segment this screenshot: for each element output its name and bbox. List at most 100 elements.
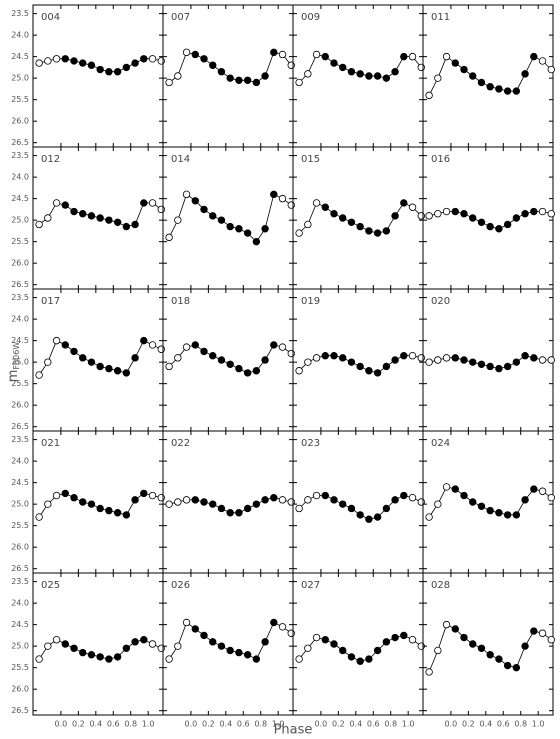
data-point <box>312 633 321 642</box>
data-point <box>425 212 433 220</box>
data-point <box>442 354 451 362</box>
panel-frame <box>292 572 424 716</box>
data-point <box>252 655 261 663</box>
data-point <box>434 356 442 364</box>
y-tick-label: 25.5 <box>11 237 29 246</box>
x-tick-label: 0.8 <box>514 720 527 729</box>
y-tick-label: 26.0 <box>11 117 29 126</box>
data-point <box>191 625 199 633</box>
data-point <box>521 642 529 650</box>
data-point <box>191 341 199 349</box>
data-point <box>70 644 78 653</box>
data-point <box>391 356 399 364</box>
data-point <box>330 351 338 360</box>
data-point <box>105 216 113 224</box>
data-point <box>538 356 547 364</box>
data-point <box>79 498 87 506</box>
data-point <box>209 638 217 646</box>
panel-title: 022 <box>171 438 190 449</box>
data-point <box>113 509 122 517</box>
data-point <box>252 78 261 87</box>
data-point <box>226 360 234 369</box>
y-tick-label: 25.0 <box>11 642 29 651</box>
data-point <box>460 356 468 364</box>
panel-frame <box>162 572 294 716</box>
data-point <box>165 78 173 87</box>
data-point <box>235 509 243 517</box>
data-point <box>113 653 122 661</box>
x-tick-label: 0.6 <box>497 720 510 729</box>
data-point <box>148 640 157 648</box>
data-point <box>52 491 61 500</box>
data-point <box>451 485 459 493</box>
data-point <box>434 74 442 82</box>
data-point <box>460 209 468 218</box>
data-point <box>191 50 199 59</box>
y-tick-label: 23.5 <box>11 577 29 586</box>
data-point <box>174 642 182 650</box>
data-point <box>235 364 243 373</box>
panel-title: 023 <box>301 438 320 449</box>
data-point <box>312 354 321 362</box>
y-tick-label: 23.5 <box>11 9 29 18</box>
y-tick-label: 26.5 <box>11 564 29 573</box>
data-point <box>521 70 529 78</box>
data-point <box>365 515 373 523</box>
panel-frame <box>32 430 164 574</box>
data-point <box>312 199 321 207</box>
data-point <box>330 59 338 67</box>
y-tick-label: 24.0 <box>11 599 29 608</box>
data-point <box>278 50 287 59</box>
data-point <box>87 500 96 508</box>
data-point <box>122 222 131 231</box>
panel-title: 027 <box>301 580 320 591</box>
data-point <box>408 203 417 211</box>
data-point <box>157 57 165 65</box>
panel-title: 018 <box>171 296 190 307</box>
data-point <box>165 500 173 508</box>
data-point <box>79 648 87 657</box>
data-point <box>408 635 417 644</box>
x-tick-label: 1.0 <box>142 720 155 729</box>
data-point <box>79 209 87 218</box>
data-point <box>469 214 477 222</box>
data-point <box>339 63 347 72</box>
panel-title: 028 <box>431 580 450 591</box>
data-point <box>96 214 104 222</box>
y-tick-label: 24.0 <box>11 457 29 466</box>
data-point <box>87 651 96 659</box>
data-point <box>382 504 391 513</box>
y-tick-label: 26.0 <box>11 259 29 268</box>
y-tick-label: 25.0 <box>11 358 29 367</box>
x-tick-label: 0.6 <box>367 720 380 729</box>
data-point <box>287 349 295 358</box>
data-point <box>512 511 521 519</box>
data-point <box>148 491 157 500</box>
panel-frame <box>292 146 424 290</box>
data-point <box>278 343 287 351</box>
y-tick-label: 25.0 <box>11 500 29 509</box>
data-point <box>182 190 191 199</box>
model-curve <box>168 193 292 243</box>
data-point <box>321 52 329 61</box>
panel-frame <box>32 288 164 432</box>
data-point <box>330 209 338 218</box>
y-tick-label: 26.0 <box>11 543 29 552</box>
data-point <box>356 657 364 665</box>
data-point <box>44 500 52 508</box>
data-point <box>417 63 425 72</box>
data-point <box>252 367 261 375</box>
data-point <box>209 212 217 220</box>
data-point <box>270 190 278 199</box>
data-point <box>339 646 347 655</box>
data-point <box>140 55 148 63</box>
y-tick-label: 26.5 <box>11 706 29 715</box>
data-point <box>391 496 399 504</box>
data-point <box>356 362 364 371</box>
panel-title: 004 <box>41 12 60 23</box>
data-point <box>44 214 52 222</box>
panel-title: 012 <box>41 154 60 165</box>
data-point <box>373 72 382 80</box>
data-point <box>521 351 529 360</box>
data-point <box>70 493 78 502</box>
